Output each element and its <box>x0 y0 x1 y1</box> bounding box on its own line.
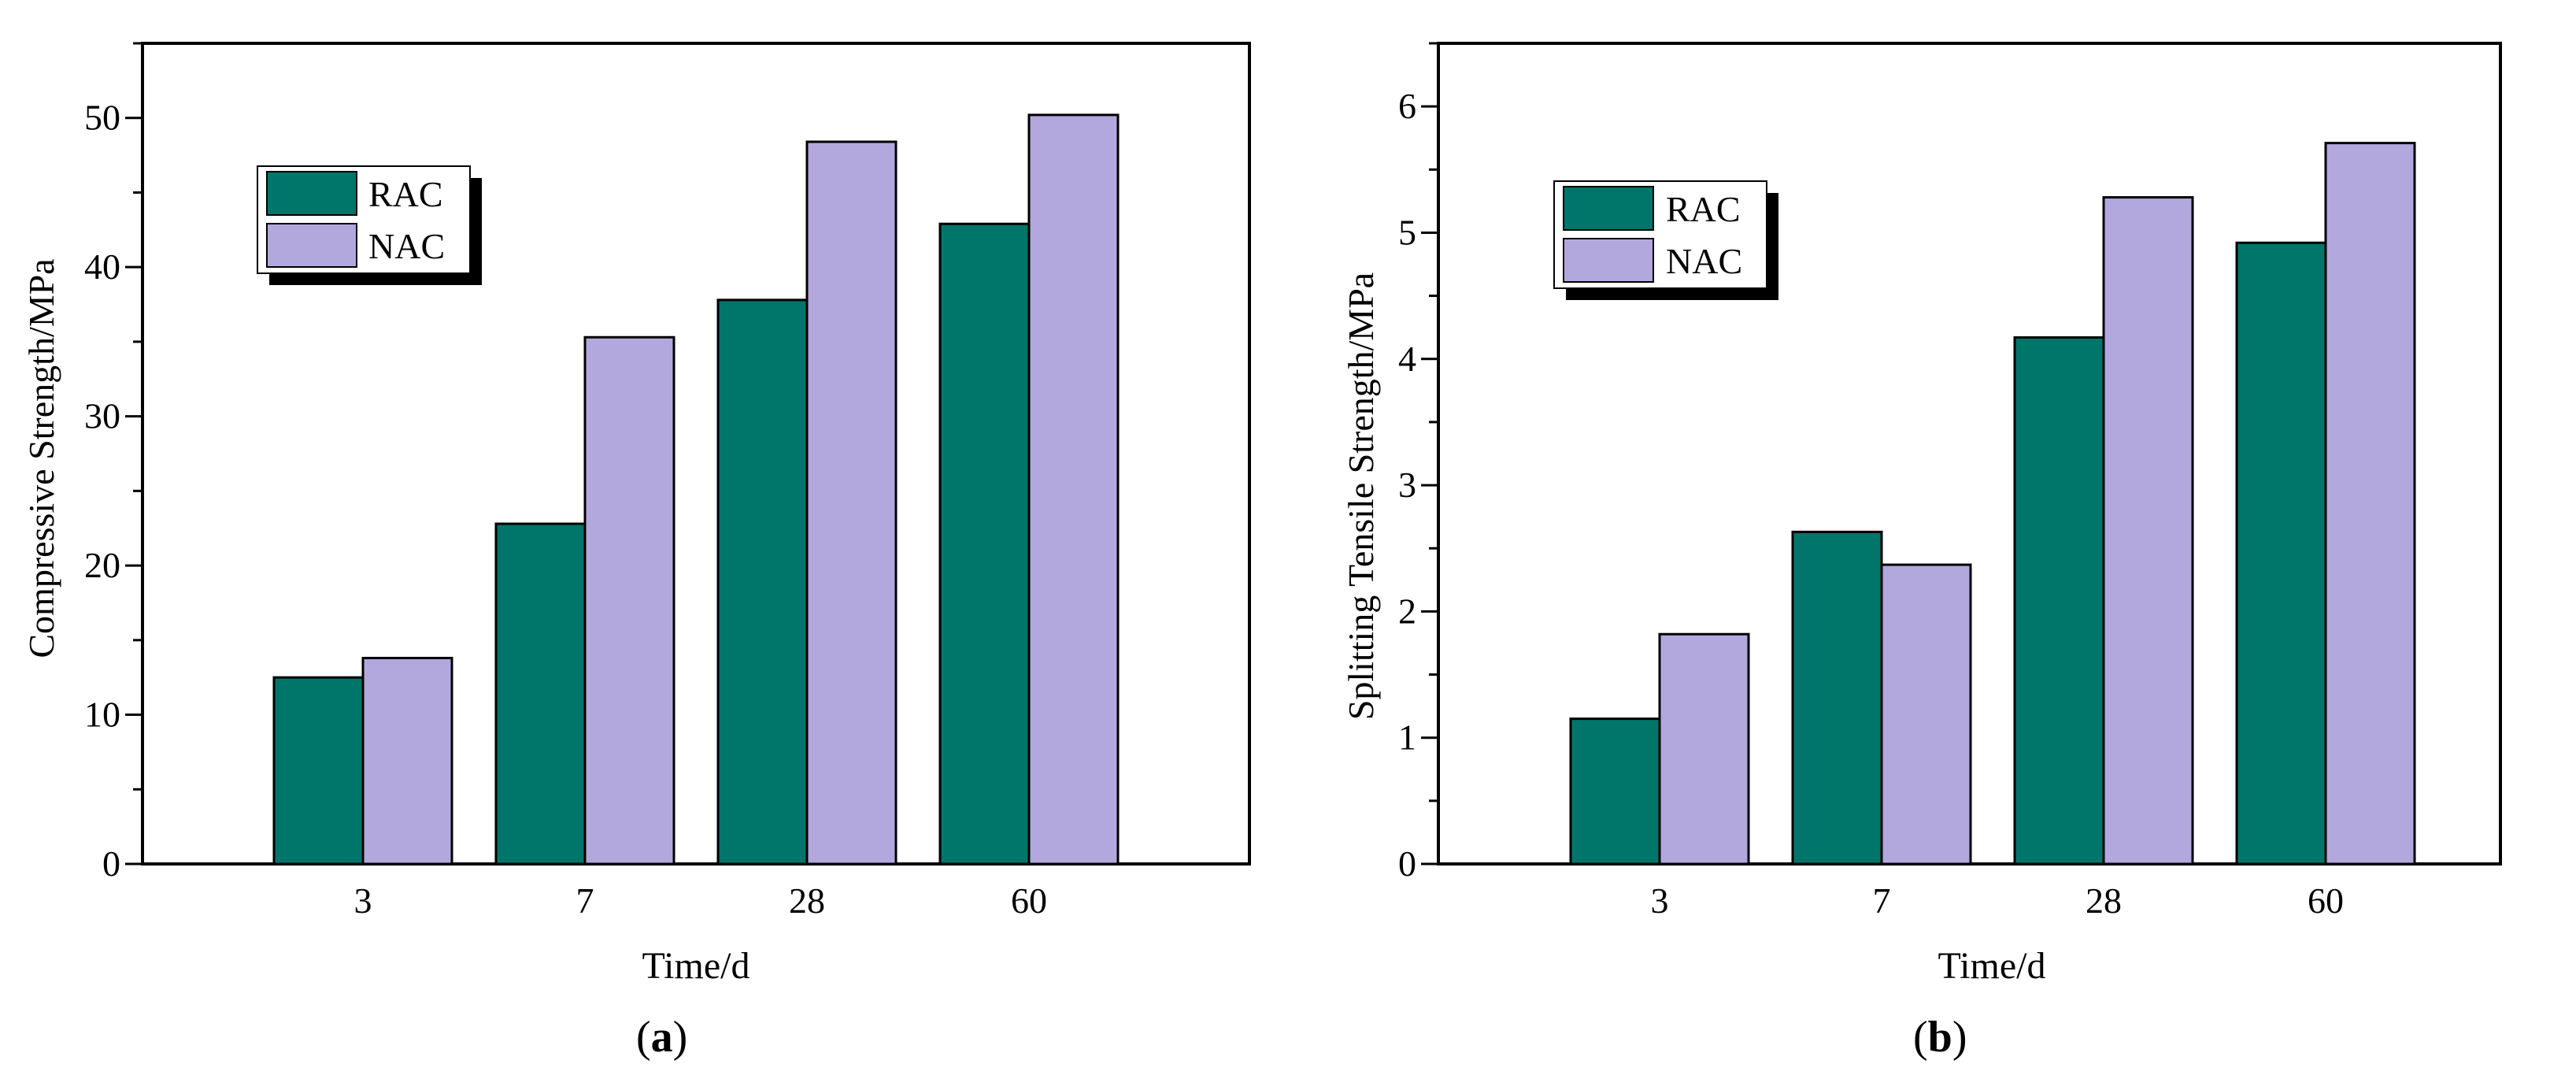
y-tick-label-a: 0 <box>102 843 120 884</box>
legend-swatch-nac-a <box>266 223 357 268</box>
y-axis-label-b: Splitting Tensile Strength/MPa <box>1341 272 1381 720</box>
y-tick-label-b: 0 <box>1398 843 1416 884</box>
y-tick-label-a: 20 <box>84 545 120 585</box>
legend-swatch-rac-b <box>1563 186 1654 231</box>
y-tick-label-a: 30 <box>84 396 120 436</box>
bar-rac-60-b <box>2235 241 2327 866</box>
bar-nac-7-a <box>583 335 675 866</box>
panel-a-compressive-chart: 0 10 20 30 40 50 3 7 28 60 Compressive Strength/… <box>21 42 1251 1062</box>
bar-rac-60-a <box>938 222 1031 866</box>
bar-nac-60-b <box>2324 142 2416 866</box>
legend-label-rac-a: RAC <box>368 174 443 214</box>
y-tick-label-a: 50 <box>84 98 120 138</box>
y-axis-label-a: Compressive Strength/MPa <box>21 258 61 658</box>
x-tick-label-b: 3 <box>1651 880 1669 921</box>
x-axis-label-a: Time/d <box>642 945 750 987</box>
x-tick-label-b: 7 <box>1873 880 1891 921</box>
y-axis-a: 0 10 20 30 40 50 <box>84 42 142 884</box>
panel-caption-b: (b) <box>1913 1013 1967 1062</box>
y-tick-label-b: 3 <box>1398 465 1416 505</box>
x-axis-label-b: Time/d <box>1938 945 2046 987</box>
bar-rac-28-b <box>2013 336 2105 866</box>
y-tick-label-b: 1 <box>1398 717 1416 758</box>
x-tick-label-b: 28 <box>2086 880 2122 921</box>
bar-rac-7-b <box>1791 530 1883 866</box>
x-tick-label-a: 7 <box>576 880 594 921</box>
bar-nac-3-b <box>1658 632 1750 866</box>
legend-swatch-rac-a <box>266 171 357 216</box>
legend-label-nac-b: NAC <box>1666 241 1742 281</box>
legend-label-nac-a: NAC <box>368 226 445 266</box>
bar-rac-28-a <box>716 298 809 866</box>
y-tick-label-b: 2 <box>1398 591 1416 631</box>
bars-b <box>1569 142 2416 866</box>
legend-swatch-nac-b <box>1563 238 1654 283</box>
x-tick-label-a: 3 <box>354 880 372 921</box>
bar-nac-28-b <box>2102 196 2194 866</box>
y-tick-label-a: 40 <box>84 247 120 287</box>
x-tick-label-b: 60 <box>2308 880 2344 921</box>
bar-nac-60-a <box>1027 113 1120 866</box>
x-axis-a: 3 7 28 60 <box>354 880 1048 921</box>
y-axis-b: 0 1 2 3 4 5 6 <box>1398 42 1438 884</box>
legend-a: RAC NAC <box>257 165 482 285</box>
bar-nac-28-a <box>805 140 898 866</box>
panel-caption-a: (a) <box>636 1013 687 1062</box>
panel-b-tensile-chart: 0 1 2 3 4 5 6 3 7 28 60 Splitting Tensile Strengt… <box>1341 42 2502 1062</box>
legend-b: RAC NAC <box>1553 180 1778 300</box>
bar-nac-7-b <box>1880 563 1972 866</box>
legend-label-rac-b: RAC <box>1666 189 1741 229</box>
bar-rac-3-b <box>1569 717 1661 866</box>
y-tick-label-b: 4 <box>1398 339 1416 379</box>
x-tick-label-a: 28 <box>789 880 825 921</box>
y-tick-label-b: 5 <box>1398 212 1416 252</box>
bar-nac-3-a <box>361 657 453 866</box>
y-tick-label-a: 10 <box>84 695 120 735</box>
x-axis-b: 3 7 28 60 <box>1651 880 2345 921</box>
x-tick-label-a: 60 <box>1011 880 1047 921</box>
bar-rac-3-a <box>272 676 365 866</box>
bar-rac-7-a <box>494 522 587 866</box>
bars-a <box>272 113 1120 866</box>
y-tick-label-b: 6 <box>1398 86 1416 126</box>
